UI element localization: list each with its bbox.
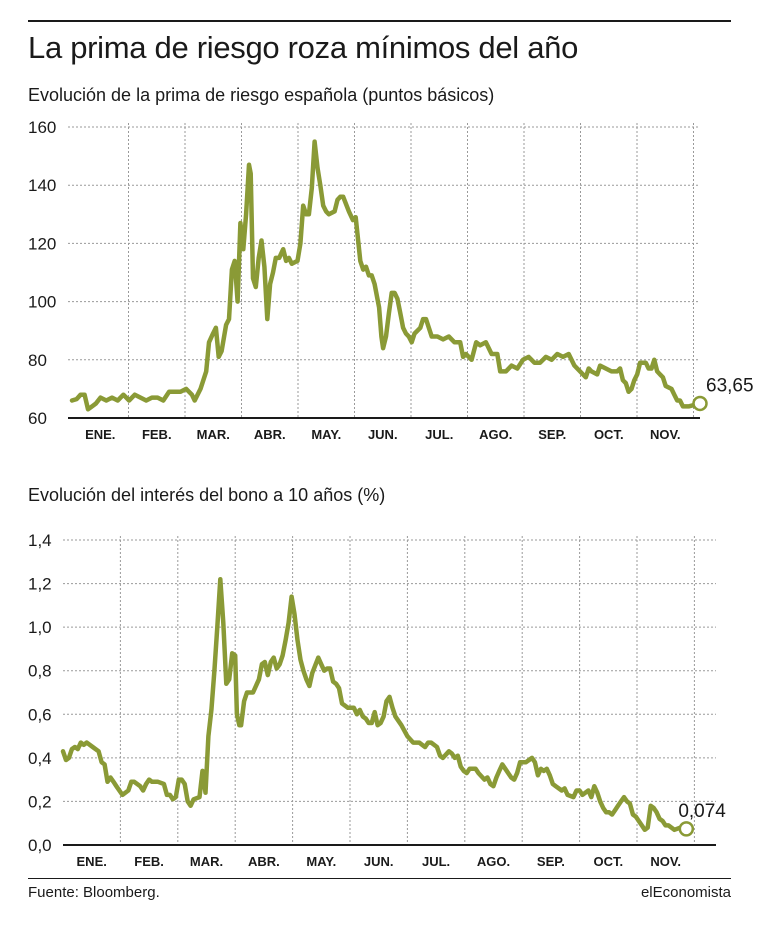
c1-ytick-label: 60: [28, 409, 47, 428]
c1-month-label: ABR.: [254, 427, 286, 442]
c1-month-label: NOV.: [650, 427, 681, 442]
chart2-subtitle: Evolución del interés del bono a 10 años…: [28, 485, 386, 505]
c2-month-label: JUL.: [422, 854, 450, 869]
c1-month-label: MAY.: [311, 427, 341, 442]
c2-end-marker: [678, 821, 695, 837]
c2-month-label: ABR.: [248, 854, 280, 869]
c1-end-marker: [692, 395, 708, 412]
c2-month-label: SEP.: [537, 854, 565, 869]
c1-month-label: FEB.: [142, 427, 172, 442]
c2-month-label: MAR.: [190, 854, 223, 869]
c2-ytick-label: 1,4: [28, 531, 52, 550]
c2-ytick-label: 0,0: [28, 836, 52, 855]
c2-ytick-label: 1,2: [28, 575, 52, 594]
top-rule: [28, 20, 731, 22]
c1-month-label: OCT.: [594, 427, 624, 442]
c2-ytick-label: 0,8: [28, 662, 52, 681]
bottom-rule: [28, 878, 731, 879]
c2-ytick-label: 0,4: [28, 749, 52, 768]
brand-logo: elEconomista: [640, 884, 731, 901]
c1-ytick-label: 80: [28, 351, 47, 370]
c1-series-line: [69, 139, 703, 412]
c1-ytick-label: 160: [28, 118, 56, 137]
c1-month-label: JUL.: [425, 427, 453, 442]
c1-month-label: SEP.: [538, 427, 566, 442]
c1-month-label: ENE.: [85, 427, 115, 442]
c2-month-label: AGO.: [477, 854, 510, 869]
risk-premium-chart: 60 80 100 120 140 160 ENE. FEB. MAR. ABR. MAY. JUN.…: [28, 118, 754, 442]
c1-ytick-label: 100: [28, 293, 56, 312]
bond-yield-chart: 0,0 0,2 0,4 0,6 0,8 1,0 1,2 1,4 ENE. FEB. MAR. ABR.…: [28, 531, 726, 869]
c2-series-line: [60, 576, 689, 833]
c2-month-label: OCT.: [593, 854, 623, 869]
source-note: Fuente: Bloomberg.: [28, 884, 160, 901]
chart1-subtitle: Evolución de la prima de riesgo española…: [28, 85, 495, 105]
c2-ytick-label: 1,0: [28, 618, 52, 637]
c2-ytick-label: 0,6: [28, 705, 52, 724]
c1-ytick-label: 120: [28, 234, 56, 253]
c2-end-label: 0,074: [678, 801, 726, 822]
c2-ytick-label: 0,2: [28, 792, 52, 811]
c2-month-label: NOV.: [650, 854, 681, 869]
c2-month-label: FEB.: [134, 854, 164, 869]
c1-ytick-label: 140: [28, 176, 56, 195]
c2-month-label: JUN.: [364, 854, 394, 869]
c1-month-label: JUN.: [368, 427, 398, 442]
c1-end-label: 63,65: [706, 375, 754, 396]
c1-month-label: AGO.: [479, 427, 512, 442]
page-title: La prima de riesgo roza mínimos del año: [28, 30, 579, 65]
c2-month-label: ENE.: [77, 854, 107, 869]
c1-month-label: MAR.: [197, 427, 230, 442]
c2-month-label: MAY.: [306, 854, 336, 869]
